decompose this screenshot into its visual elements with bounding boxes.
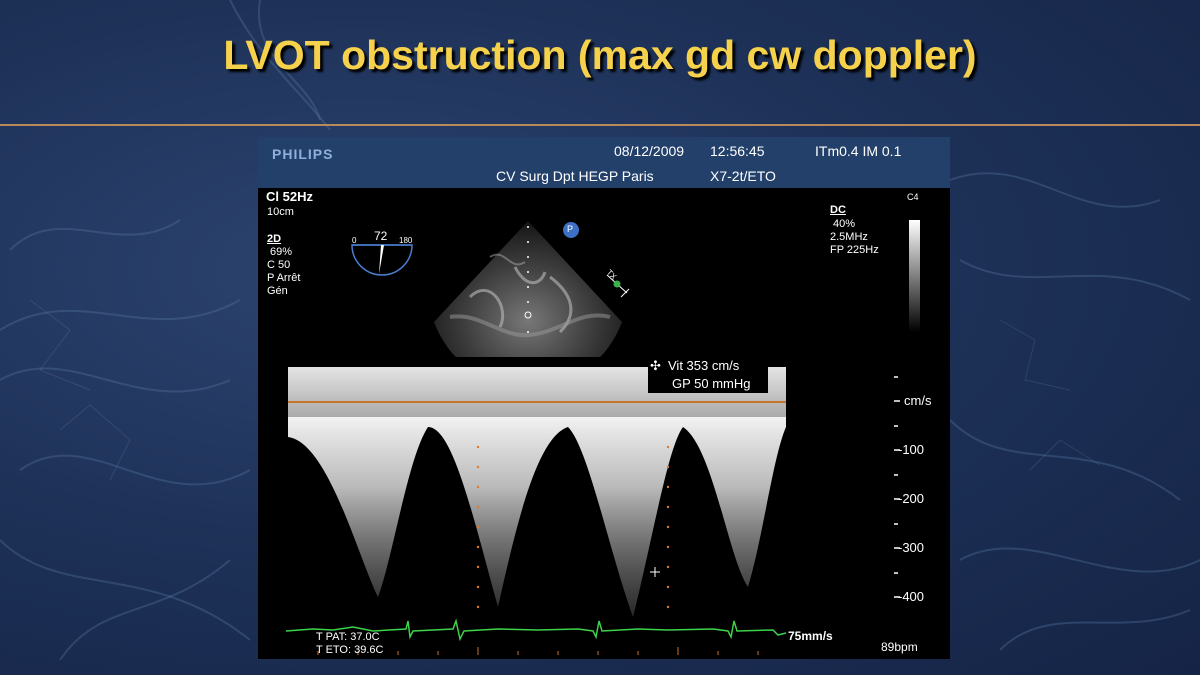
- exam-date: 08/12/2009: [614, 143, 685, 159]
- dc-frequency-value: 2.5MHz: [830, 231, 868, 243]
- gradient-readout: GP 50 mmHg: [672, 376, 751, 391]
- echo-screenshot: PHILIPS 08/12/2009 12:56:45 ITm0.4 IM 0.…: [258, 137, 950, 659]
- scale-tick-100: -100: [898, 442, 925, 457]
- dc-gain-value: 40%: [833, 218, 856, 230]
- thermal-mechanical-index: ITm0.4 IM 0.1: [815, 143, 902, 159]
- ecg-trace: [285, 618, 787, 655]
- title-divider: [0, 124, 1200, 126]
- depth-value: 10cm: [267, 206, 294, 218]
- brand-logo: PHILIPS: [272, 146, 334, 162]
- echo-header-bar: PHILIPS 08/12/2009 12:56:45 ITm0.4 IM 0.…: [258, 137, 950, 188]
- cw-doppler-spectrum: [288, 367, 786, 617]
- cl-frequency: Cl 52Hz: [266, 189, 313, 204]
- cursor-icon: ✣: [650, 358, 661, 373]
- 2d-sector-image: [434, 221, 622, 357]
- angle-value: 72: [374, 229, 388, 243]
- tx-probe-icon: [606, 274, 630, 298]
- scale-unit: cm/s: [904, 393, 932, 408]
- department-label: CV Surg Dpt HEGP Paris: [496, 168, 654, 184]
- exam-time: 12:56:45: [710, 143, 765, 159]
- probe-label: X7-2t/ETO: [710, 168, 776, 184]
- heart-rate: 89bpm: [881, 640, 918, 654]
- angle-max: 180: [399, 236, 413, 245]
- colormap-label: C4: [907, 192, 919, 202]
- slide-title: LVOT obstruction (max gd cw doppler): [223, 32, 977, 78]
- grayscale-bar: [909, 220, 920, 332]
- p-marker-icon: [563, 222, 579, 238]
- scale-tick-400: -400: [898, 589, 925, 604]
- scale-tick-300: -300: [898, 540, 925, 555]
- measurement-box: [648, 359, 768, 393]
- sweep-speed: 75mm/s: [788, 629, 833, 643]
- angle-min: 0: [352, 236, 357, 245]
- prf-value: FP 225Hz: [830, 244, 879, 256]
- p-marker-label: P: [567, 224, 574, 234]
- probe-angle-indicator: [351, 244, 413, 276]
- mode-dc-label: DC: [830, 204, 846, 216]
- velocity-readout: Vit 353 cm/s: [668, 358, 740, 373]
- patient-temperature: T PAT: 37.0C: [316, 631, 380, 643]
- scale-tick-200: -200: [898, 491, 925, 506]
- velocity-scale-ticks: [894, 376, 900, 598]
- mode-2d-label: 2D: [267, 233, 282, 245]
- persistence-value: P Arrêt: [267, 272, 301, 284]
- 2d-gain-value: 69%: [270, 246, 293, 258]
- compression-value: C 50: [267, 259, 291, 271]
- general-value: Gén: [267, 285, 288, 297]
- probe-temperature: T ETO: 39.6C: [316, 644, 384, 656]
